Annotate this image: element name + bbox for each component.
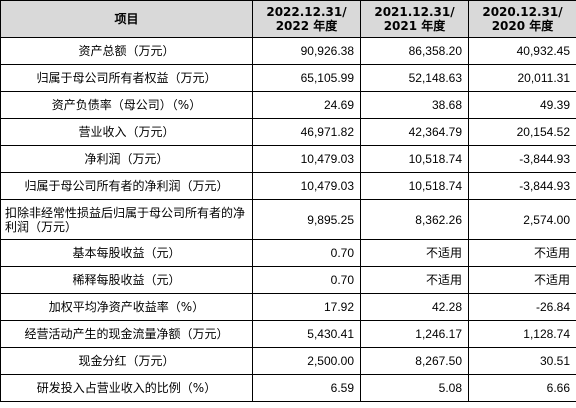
value-2021: 86,358.20 — [360, 37, 469, 65]
row-label: 加权平均净资产收益率（%） — [0, 293, 253, 321]
table-row: 归属于母公司所有者的净利润（万元） 10,479.03 10,518.74 -3… — [0, 172, 576, 200]
row-label: 资产总额（万元） — [0, 37, 253, 65]
row-label: 研发投入占营业收入的比例（%） — [0, 374, 253, 402]
value-2021: 8,362.26 — [360, 199, 469, 240]
value-2022: 0.70 — [252, 266, 361, 294]
value-2020: 49.39 — [468, 91, 576, 119]
value-2022: 6.59 — [252, 374, 361, 402]
table-row: 现金分红（万元） 2,500.00 8,267.50 30.51 — [0, 347, 576, 375]
value-2022: 10,479.03 — [252, 145, 361, 173]
row-label: 现金分红（万元） — [0, 347, 253, 375]
value-2020: -3,844.93 — [468, 145, 576, 173]
row-label: 归属于母公司所有者的净利润（万元） — [0, 172, 253, 200]
value-2020: 6.66 — [468, 374, 576, 402]
value-2020: 20,154.52 — [468, 118, 576, 146]
row-label: 资产负债率（母公司）（%） — [0, 91, 253, 119]
header-2021-line1: 2021.12.31/ — [374, 5, 455, 19]
header-item: 项目 — [0, 0, 253, 38]
table-header-row: 项目 2022.12.31/2022 年度 2021.12.31/2021 年度… — [0, 0, 576, 38]
row-label: 扣除非经常性损益后归属于母公司所有者的净利润（万元） — [0, 199, 253, 240]
value-2020: 不适用 — [468, 266, 576, 294]
row-label: 稀释每股收益（元） — [0, 266, 253, 294]
table-row: 经营活动产生的现金流量净额（万元） 5,430.41 1,246.17 1,12… — [0, 320, 576, 348]
value-2020: -3,844.93 — [468, 172, 576, 200]
value-2020: 30.51 — [468, 347, 576, 375]
header-item-label: 项目 — [114, 12, 139, 26]
table-row: 稀释每股收益（元） 0.70 不适用 不适用 — [0, 266, 576, 294]
row-label: 经营活动产生的现金流量净额（万元） — [0, 320, 253, 348]
value-2022: 0.70 — [252, 239, 361, 267]
value-2022: 65,105.99 — [252, 64, 361, 92]
value-2022: 2,500.00 — [252, 347, 361, 375]
header-2020-line2: 2020 年度 — [491, 19, 554, 33]
value-2021: 1,246.17 — [360, 320, 469, 348]
value-2022: 5,430.41 — [252, 320, 361, 348]
value-2021: 不适用 — [360, 266, 469, 294]
row-label: 基本每股收益（元） — [0, 239, 253, 267]
value-2022: 9,895.25 — [252, 199, 361, 240]
value-2021: 10,518.74 — [360, 172, 469, 200]
header-2021-line2: 2021 年度 — [383, 19, 446, 33]
table-row: 基本每股收益（元） 0.70 不适用 不适用 — [0, 239, 576, 267]
header-2020: 2020.12.31/2020 年度 — [468, 0, 576, 38]
value-2021: 不适用 — [360, 239, 469, 267]
value-2021: 42,364.79 — [360, 118, 469, 146]
header-2022-line2: 2022 年度 — [275, 19, 338, 33]
value-2020: 20,011.31 — [468, 64, 576, 92]
table-row: 资产总额（万元） 90,926.38 86,358.20 40,932.45 — [0, 37, 576, 65]
table-row: 研发投入占营业收入的比例（%） 6.59 5.08 6.66 — [0, 374, 576, 402]
value-2020: 1,128.74 — [468, 320, 576, 348]
row-label: 净利润（万元） — [0, 145, 253, 173]
value-2022: 24.69 — [252, 91, 361, 119]
table-row: 营业收入（万元） 46,971.82 42,364.79 20,154.52 — [0, 118, 576, 146]
value-2020: 不适用 — [468, 239, 576, 267]
value-2021: 8,267.50 — [360, 347, 469, 375]
value-2022: 10,479.03 — [252, 172, 361, 200]
row-label: 营业收入（万元） — [0, 118, 253, 146]
table-row: 加权平均净资产收益率（%） 17.92 42.28 -26.84 — [0, 293, 576, 321]
value-2021: 10,518.74 — [360, 145, 469, 173]
row-label: 归属于母公司所有者权益（万元） — [0, 64, 253, 92]
value-2022: 46,971.82 — [252, 118, 361, 146]
value-2020: 40,932.45 — [468, 37, 576, 65]
table-row: 扣除非经常性损益后归属于母公司所有者的净利润（万元） 9,895.25 8,36… — [0, 199, 576, 240]
value-2021: 52,148.63 — [360, 64, 469, 92]
value-2021: 42.28 — [360, 293, 469, 321]
value-2020: 2,574.00 — [468, 199, 576, 240]
header-2020-line1: 2020.12.31/ — [482, 5, 563, 19]
table-row: 归属于母公司所有者权益（万元） 65,105.99 52,148.63 20,0… — [0, 64, 576, 92]
value-2021: 5.08 — [360, 374, 469, 402]
table-row: 净利润（万元） 10,479.03 10,518.74 -3,844.93 — [0, 145, 576, 173]
value-2020: -26.84 — [468, 293, 576, 321]
header-2021: 2021.12.31/2021 年度 — [360, 0, 469, 38]
value-2022: 90,926.38 — [252, 37, 361, 65]
table-row: 资产负债率（母公司）（%） 24.69 38.68 49.39 — [0, 91, 576, 119]
header-2022: 2022.12.31/2022 年度 — [252, 0, 361, 38]
value-2022: 17.92 — [252, 293, 361, 321]
value-2021: 38.68 — [360, 91, 469, 119]
header-2022-line1: 2022.12.31/ — [266, 5, 347, 19]
